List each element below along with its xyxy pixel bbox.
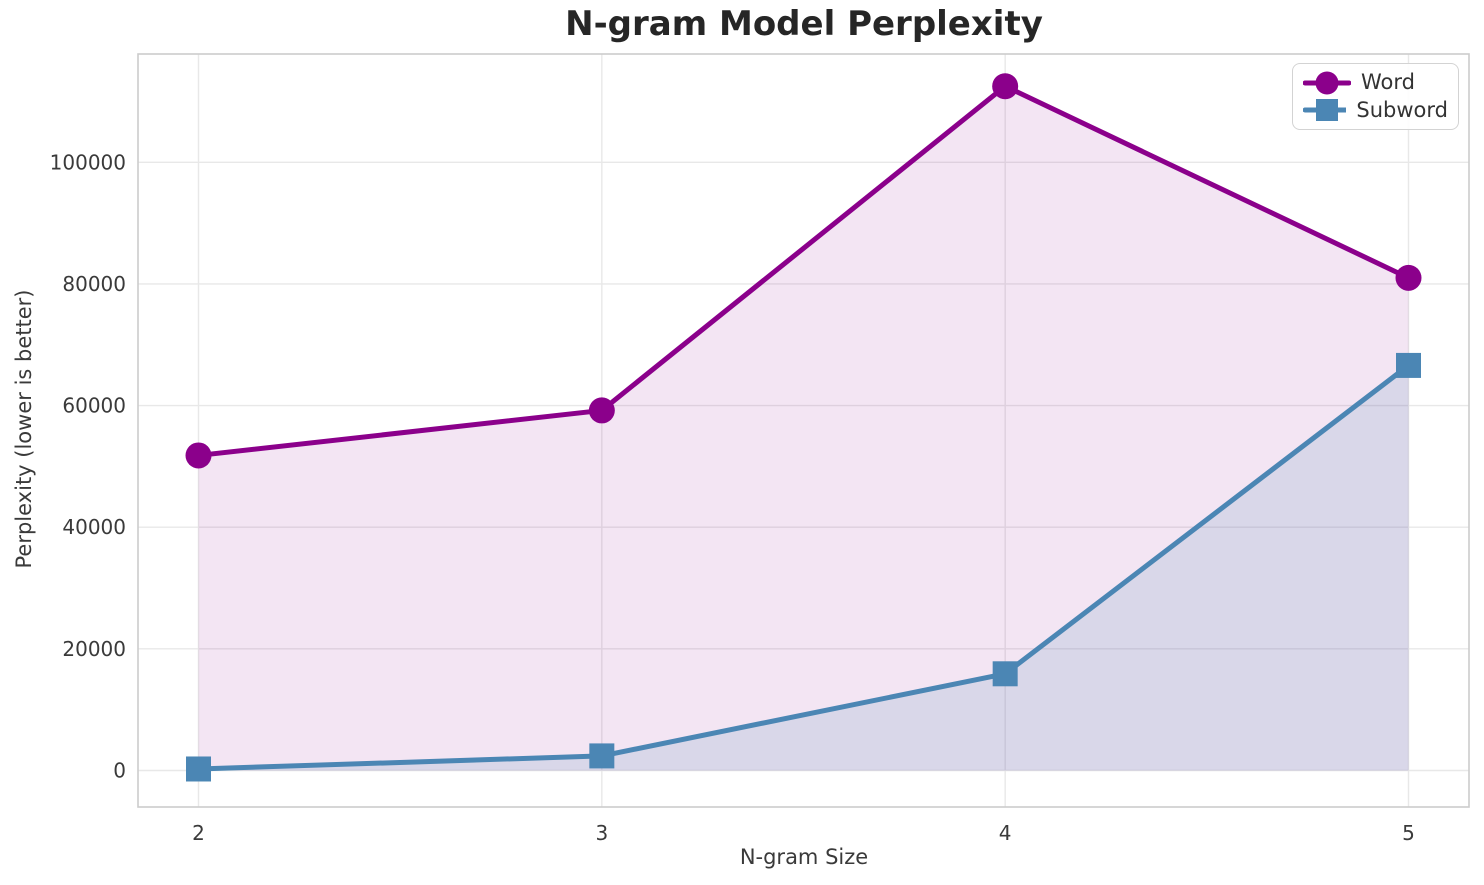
svg-text:0: 0	[113, 759, 126, 783]
subword-line-square-marker-icon	[1303, 99, 1347, 122]
word-line-circle-marker-icon	[1303, 71, 1351, 95]
svg-text:60000: 60000	[62, 394, 126, 418]
chart-title: N-gram Model Perplexity	[565, 4, 1043, 44]
svg-text:2: 2	[192, 821, 205, 845]
svg-text:100000: 100000	[50, 150, 126, 174]
svg-text:4: 4	[999, 821, 1012, 845]
legend-label-subword: Subword	[1356, 97, 1448, 122]
legend-item-subword: Subword	[1303, 97, 1448, 123]
x-axis-label: N-gram Size	[739, 845, 869, 869]
svg-text:20000: 20000	[62, 637, 126, 661]
legend-item-word: Word	[1303, 70, 1448, 96]
svg-text:5: 5	[1402, 821, 1415, 845]
legend: Word Subword	[1292, 63, 1459, 130]
svg-text:3: 3	[595, 821, 608, 845]
svg-text:40000: 40000	[62, 515, 126, 539]
svg-text:80000: 80000	[62, 272, 126, 296]
legend-label-word: Word	[1361, 70, 1415, 95]
